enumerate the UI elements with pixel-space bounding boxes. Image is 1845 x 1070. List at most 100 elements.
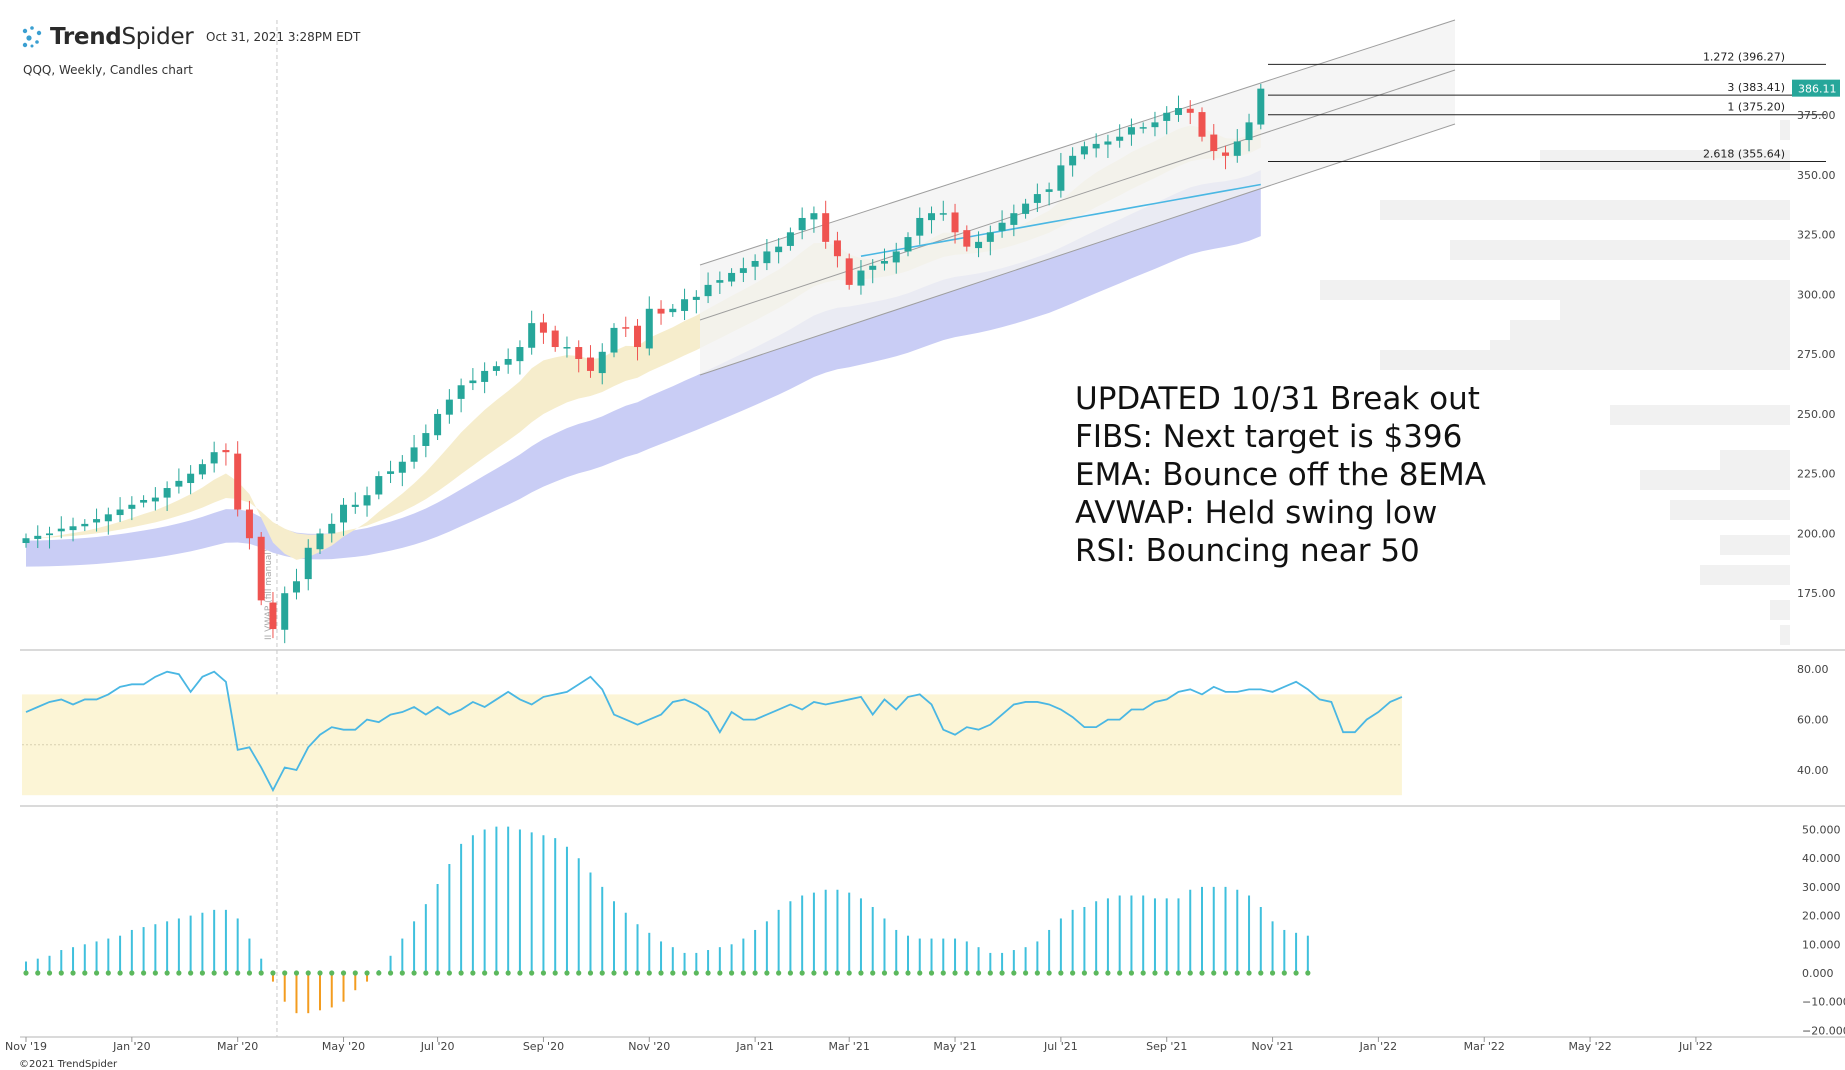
rsi-axis-tick: 60.00 (1797, 714, 1829, 727)
candle-body (46, 533, 54, 536)
zero-dot (176, 970, 182, 976)
x-axis-tick-label: Sep '21 (1146, 1040, 1187, 1053)
x-axis-tick-label: Mar '22 (1464, 1040, 1505, 1053)
zero-dot (717, 970, 723, 976)
volume-profile-bar (1640, 470, 1790, 490)
zero-dot (93, 970, 100, 976)
candle-body (57, 528, 65, 532)
zero-dot (1281, 970, 1287, 976)
chart-subtitle: QQQ, Weekly, Candles chart (23, 63, 193, 77)
x-axis-tick-label: May '20 (322, 1040, 365, 1053)
price-axis-tick: 275.00 (1797, 348, 1836, 361)
zero-dot (987, 970, 993, 976)
x-axis-tick-label: Nov '21 (1252, 1040, 1294, 1053)
chart-timestamp: Oct 31, 2021 3:28PM EDT (206, 30, 361, 44)
zero-dot (152, 970, 158, 976)
fib-level-label: 1.272 (396.27) (1703, 50, 1785, 63)
price-axis-tick: 325.00 (1797, 229, 1836, 242)
x-axis-tick-label: May '21 (933, 1040, 976, 1053)
zero-dot (293, 970, 300, 976)
candle-body (481, 370, 489, 382)
candle-body (975, 241, 983, 249)
zero-dot (1234, 970, 1240, 976)
candle-body (1233, 141, 1241, 156)
zero-dot (870, 970, 876, 976)
candle-body (939, 213, 947, 215)
candle-body (1198, 112, 1206, 137)
zero-dot (623, 970, 629, 976)
candle-body (469, 380, 477, 384)
zero-dot (423, 970, 429, 976)
candle-body (187, 473, 195, 484)
candle-body (363, 495, 371, 506)
price-axis-tick: 300.00 (1797, 288, 1836, 301)
rsi-line (25, 670, 1403, 793)
zero-dot (1070, 970, 1076, 976)
candle-body (904, 237, 912, 252)
zero-dot (505, 970, 511, 976)
zero-dot (199, 970, 205, 976)
zero-dot (823, 970, 829, 976)
price-axis-tick: 350.00 (1797, 169, 1836, 182)
candle-body (281, 593, 289, 630)
candle-body (328, 523, 336, 534)
candle-body (1104, 141, 1112, 145)
last-price-tag (1792, 79, 1840, 97)
zero-dot (587, 970, 594, 976)
candle-body (1010, 213, 1018, 225)
candle-body (434, 413, 442, 436)
zero-dot (834, 970, 841, 976)
zero-dot (1117, 970, 1123, 976)
candle-body (245, 509, 253, 539)
volume-profile-bar (1510, 320, 1790, 340)
zero-dot (164, 970, 170, 976)
fib-level-label: 3 (383.41) (1727, 81, 1785, 94)
candle-body (1022, 203, 1030, 214)
copyright-text: ©2021 TrendSpider (19, 1059, 118, 1070)
zero-dot (905, 970, 911, 976)
zero-dot (270, 970, 276, 976)
candle-body (963, 230, 971, 247)
candle-body (93, 519, 101, 523)
candle-body (351, 504, 359, 507)
candle-body (1080, 146, 1088, 155)
volume-profile-bar (1780, 120, 1790, 140)
candle-body (222, 450, 230, 453)
zero-dot (1305, 970, 1311, 976)
candle-body (634, 325, 642, 348)
candle-body (551, 330, 559, 348)
volume-profile-bar (1720, 535, 1790, 555)
candle-body (610, 327, 618, 353)
zero-dot (1246, 970, 1252, 976)
zero-dot (1140, 970, 1146, 976)
x-axis-tick-label: Jul '22 (1678, 1040, 1713, 1053)
candle-body (292, 581, 300, 593)
price-axis-tick: 250.00 (1797, 408, 1836, 421)
candle-body (128, 504, 136, 509)
candle-body (539, 322, 547, 333)
annotation-line: AVWAP: Held swing low (1075, 495, 1438, 531)
x-axis-tick-label: Jan '22 (1359, 1040, 1397, 1053)
candle-body (1116, 136, 1124, 141)
zero-dot (1199, 970, 1205, 976)
candle-body (998, 222, 1006, 231)
zero-dot (411, 970, 417, 976)
candle-body (763, 251, 771, 264)
candle-body (622, 327, 630, 329)
volume-profile-bar (1700, 565, 1790, 585)
avwap-line (860, 183, 1261, 257)
zero-dot (1023, 970, 1029, 976)
zero-dot (1222, 970, 1229, 976)
candle-body (857, 270, 865, 286)
histogram-axis-tick: 40.000 (1802, 852, 1841, 865)
candle-body (728, 272, 736, 282)
zero-dot (1128, 970, 1135, 976)
brand-name: TrendSpider (50, 24, 194, 50)
candle-body (422, 433, 430, 446)
zero-dot (35, 970, 41, 976)
candle-body (504, 358, 512, 365)
x-axis-tick-label: Mar '21 (829, 1040, 870, 1053)
zero-dot (340, 970, 347, 976)
